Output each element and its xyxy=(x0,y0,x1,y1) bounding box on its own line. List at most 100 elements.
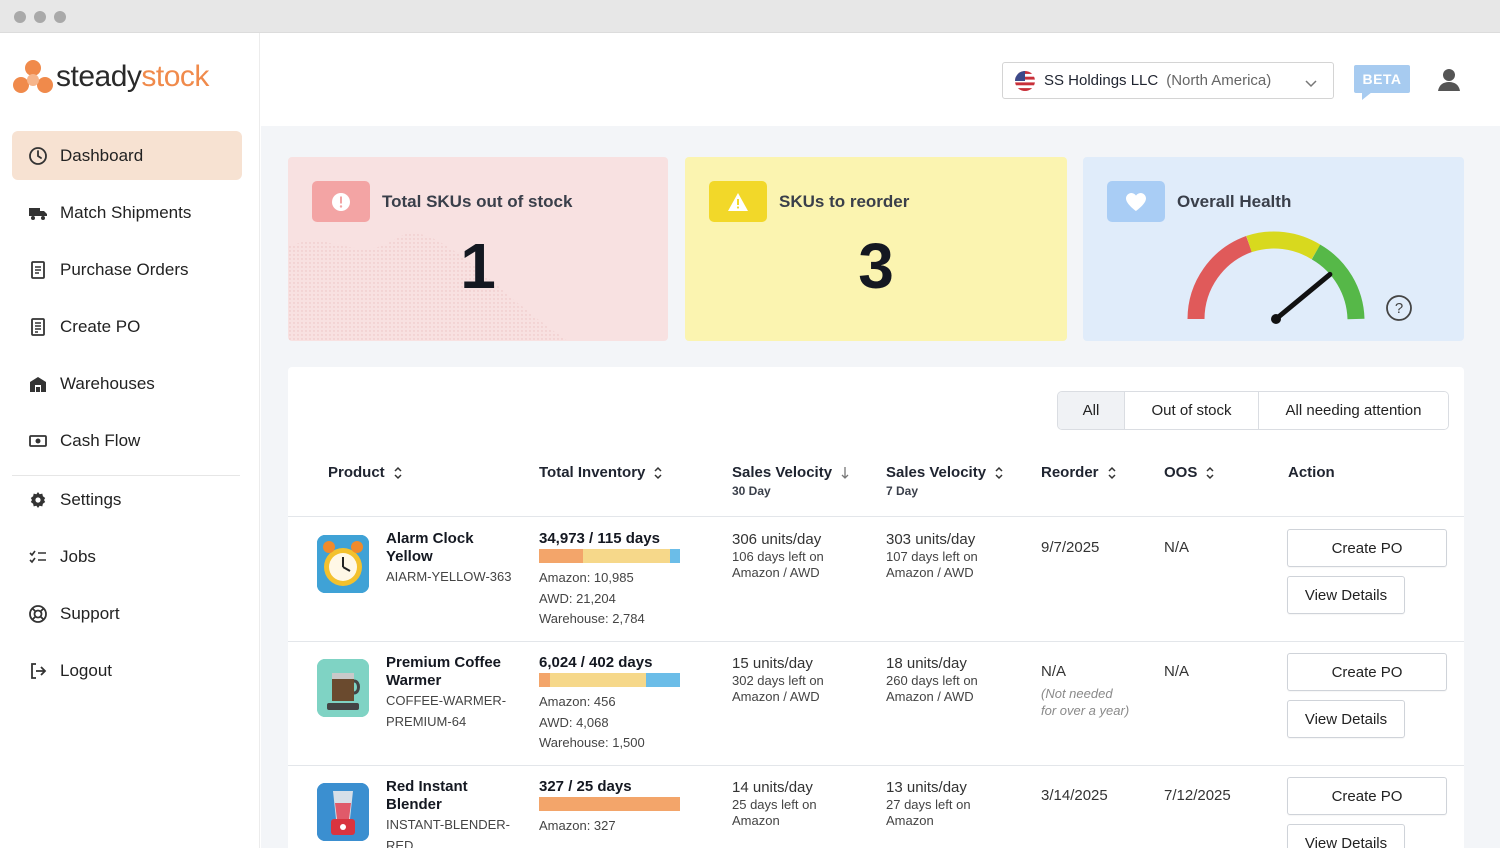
sidebar-item-match-shipments[interactable]: Match Shipments xyxy=(12,188,242,237)
inventory-total: 6,024 / 402 days xyxy=(539,654,653,671)
oos-date: 7/12/2025 xyxy=(1164,787,1231,804)
table-row: Premium Coffee Warmer COFFEE-WARMER-PREM… xyxy=(288,641,1464,765)
gear-icon xyxy=(28,490,48,510)
column-label: Product xyxy=(328,464,385,481)
sidebar-item-jobs[interactable]: Jobs xyxy=(12,532,242,581)
table-row: Alarm Clock Yellow AIARM-YELLOW-363 34,9… xyxy=(288,517,1464,641)
velocity-days-left: 302 days left on xyxy=(732,673,824,688)
chevron-down-icon xyxy=(1305,75,1317,92)
window-close-dot[interactable] xyxy=(14,11,26,23)
product-image-alarm-clock[interactable] xyxy=(317,535,369,593)
card-out-of-stock[interactable]: Total SKUs out of stock 1 xyxy=(288,157,668,341)
product-sku: AIARM-YELLOW-363 xyxy=(386,569,512,584)
view-details-button[interactable]: View Details xyxy=(1287,824,1405,848)
column-label: Total Inventory xyxy=(539,464,646,481)
help-icon[interactable]: ? xyxy=(1385,294,1413,327)
inventory-bar xyxy=(539,549,680,563)
velocity-days-left: 25 days left on xyxy=(732,797,817,812)
column-label: Sales Velocity xyxy=(732,464,833,481)
beta-badge[interactable]: BETA xyxy=(1354,65,1410,93)
column-header-action: Action xyxy=(1288,464,1335,481)
velocity-units: 14 units/day xyxy=(732,779,813,796)
column-header-inventory[interactable]: Total Inventory xyxy=(539,464,662,484)
velocity-units: 306 units/day xyxy=(732,531,822,548)
velocity-30-day: 15 units/day 302 days left on Amazon / A… xyxy=(732,655,824,705)
product-name[interactable]: Alarm Clock Yellow xyxy=(386,530,474,565)
velocity-source: Amazon / AWD xyxy=(886,689,974,704)
column-header-reorder[interactable]: Reorder xyxy=(1041,464,1116,484)
inventory-amazon: Amazon: 327 xyxy=(539,818,616,833)
column-header-velocity-7[interactable]: Sales Velocity 7 Day xyxy=(886,464,1003,498)
table-row: Red Instant Blender INSTANT-BLENDER-RED … xyxy=(288,765,1464,848)
sidebar-item-create-po[interactable]: Create PO xyxy=(12,302,242,351)
sidebar-item-support[interactable]: Support xyxy=(12,589,242,638)
inventory-bar-warehouse xyxy=(670,549,680,563)
card-title: Total SKUs out of stock xyxy=(382,192,573,211)
sort-icon xyxy=(654,466,662,484)
column-header-velocity-30[interactable]: Sales Velocity 30 Day xyxy=(732,464,849,498)
window-titlebar xyxy=(0,0,1500,33)
view-details-button[interactable]: View Details xyxy=(1287,700,1405,738)
sidebar-item-label: Support xyxy=(60,603,120,623)
logo[interactable]: steadystock xyxy=(12,57,209,97)
organization-select[interactable]: SS Holdings LLC (North America) xyxy=(1002,62,1334,99)
sidebar-item-purchase-orders[interactable]: Purchase Orders xyxy=(12,245,242,294)
create-po-button[interactable]: Create PO xyxy=(1287,653,1447,691)
velocity-source: Amazon xyxy=(886,813,934,828)
column-sublabel: 7 Day xyxy=(886,484,919,498)
inventory-bar-amazon xyxy=(539,549,583,563)
filter-needing-attention[interactable]: All needing attention xyxy=(1259,392,1448,429)
user-icon[interactable] xyxy=(1436,67,1462,98)
create-po-button[interactable]: Create PO xyxy=(1287,529,1447,567)
inventory-panel: All Out of stock All needing attention P… xyxy=(288,367,1464,848)
row-divider xyxy=(288,516,1464,517)
velocity-7-day: 18 units/day 260 days left on Amazon / A… xyxy=(886,655,978,705)
reorder-date: 3/14/2025 xyxy=(1041,787,1108,804)
row-divider xyxy=(288,765,1464,766)
filter-out-of-stock[interactable]: Out of stock xyxy=(1125,392,1259,429)
velocity-30-day: 14 units/day 25 days left on Amazon xyxy=(732,779,817,829)
topbar: SS Holdings LLC (North America) BETA xyxy=(261,33,1500,126)
column-header-oos[interactable]: OOS xyxy=(1164,464,1214,484)
lifebuoy-icon xyxy=(28,604,48,624)
document-icon xyxy=(28,260,48,280)
card-value: 3 xyxy=(858,230,894,302)
truck-icon xyxy=(28,203,48,223)
velocity-units: 15 units/day xyxy=(732,655,813,672)
logo-icon xyxy=(13,60,53,93)
create-po-button[interactable]: Create PO xyxy=(1287,777,1447,815)
window-minimize-dot[interactable] xyxy=(34,11,46,23)
beta-badge-tail xyxy=(1362,92,1372,100)
inventory-awd: AWD: 4,068 xyxy=(539,714,609,730)
checklist-icon xyxy=(28,547,48,567)
product-name[interactable]: Premium Coffee Warmer xyxy=(386,654,502,689)
sidebar-item-dashboard[interactable]: Dashboard xyxy=(12,131,242,180)
svg-text:?: ? xyxy=(1395,300,1403,317)
product-image-coffee-warmer[interactable] xyxy=(317,659,369,717)
card-title: SKUs to reorder xyxy=(779,192,910,211)
window-zoom-dot[interactable] xyxy=(54,11,66,23)
product-image-blender[interactable] xyxy=(317,783,369,841)
exclamation-icon xyxy=(332,192,350,211)
inventory-bar-amazon xyxy=(539,797,680,811)
velocity-7-day: 13 units/day 27 days left on Amazon xyxy=(886,779,971,829)
reorder-note-line: for over a year) xyxy=(1041,702,1130,718)
sidebar-item-cash-flow[interactable]: Cash Flow xyxy=(12,416,242,465)
view-details-button[interactable]: View Details xyxy=(1287,576,1405,614)
alert-badge xyxy=(312,181,370,222)
column-label: OOS xyxy=(1164,464,1198,481)
sidebar-item-logout[interactable]: Logout xyxy=(12,646,242,695)
column-header-product[interactable]: Product xyxy=(328,464,402,484)
inventory-amazon: Amazon: 10,985 xyxy=(539,570,634,585)
warning-icon xyxy=(728,192,748,211)
sidebar-item-warehouses[interactable]: Warehouses xyxy=(12,359,242,408)
warning-badge xyxy=(709,181,767,222)
oos-date: N/A xyxy=(1164,539,1190,556)
card-skus-to-reorder[interactable]: SKUs to reorder 3 xyxy=(685,157,1067,341)
product-name[interactable]: Red Instant Blender xyxy=(386,778,468,813)
inventory-breakdown: Amazon: 327 xyxy=(539,816,616,837)
sidebar-item-settings[interactable]: Settings xyxy=(12,475,242,524)
filter-all[interactable]: All xyxy=(1058,392,1125,429)
card-value: 1 xyxy=(460,230,496,302)
card-overall-health[interactable]: Overall Health ? xyxy=(1083,157,1464,341)
